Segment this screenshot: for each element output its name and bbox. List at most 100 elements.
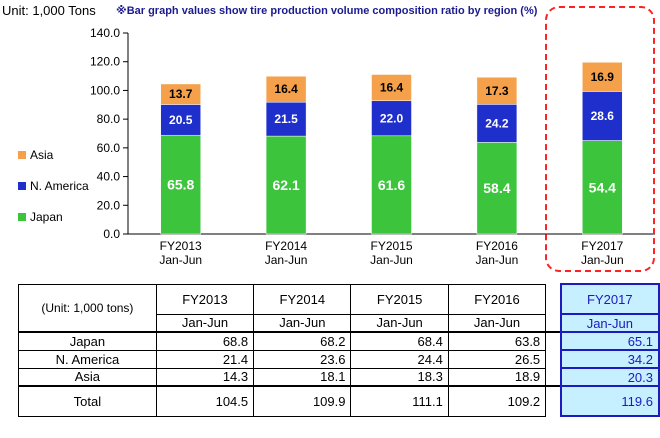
bar-segment-n-america [476, 104, 518, 143]
bar-segment-japan [371, 135, 412, 235]
unit-label: Unit: 1,000 Tons [2, 3, 96, 18]
bar-segment-n-america [265, 101, 307, 137]
data-label-n-america: 20.5 [169, 113, 193, 127]
table-spacer [546, 386, 561, 416]
table-cell: 18.1 [253, 367, 352, 387]
y-tick-label: 140.0 [90, 26, 120, 40]
table-row-label: Japan [18, 331, 157, 351]
legend-n-america-label: N. America [30, 179, 89, 193]
table-spacer [546, 284, 561, 314]
data-label-n-america: 24.2 [485, 116, 509, 130]
table-highlight-cell: 20.3 [559, 367, 660, 387]
table-total-cell: 111.1 [350, 385, 449, 417]
data-label-n-america: 21.5 [274, 112, 298, 126]
table-period-header: Jan-Jun [253, 313, 352, 333]
table-row: N. America 21.4 23.6 24.4 26.5 34.2 [18, 349, 660, 369]
table-year-header: FY2015 [350, 283, 449, 315]
legend-japan-swatch [18, 213, 26, 221]
y-tick-label: 20.0 [97, 198, 121, 212]
table-year-header: FY2013 [155, 283, 255, 315]
x-tick-label: Jan-Jun [476, 253, 519, 267]
legend-asia-label: Asia [30, 148, 54, 162]
x-tick-label: FY2014 [265, 239, 307, 253]
table-spacer [546, 332, 561, 350]
table-cell: 68.4 [350, 331, 449, 351]
stacked-bar-chart: 0.0 20.0 40.0 60.0 80.0 100.0 120.0 140.0 65.8 20… [90, 26, 655, 267]
legend-japan-label: Japan [30, 210, 63, 224]
data-label-japan: 58.4 [483, 180, 510, 196]
table-unit-label: (Unit: 1,000 tons) [18, 283, 157, 333]
table-cell: 14.3 [155, 367, 255, 387]
table-cell: 63.8 [447, 331, 547, 351]
x-tick-label: Jan-Jun [265, 253, 308, 267]
x-tick-label: FY2016 [476, 239, 518, 253]
table-cell: 24.4 [350, 349, 449, 369]
y-tick-label: 0.0 [103, 227, 120, 241]
table-cell: 68.2 [253, 331, 352, 351]
y-tick-label: 100.0 [90, 83, 120, 97]
table-period-header: Jan-Jun [447, 313, 547, 333]
table-cell: 18.3 [350, 367, 449, 387]
legend-n-america-swatch [18, 182, 26, 190]
table-spacer [546, 368, 561, 386]
data-label-japan: 61.6 [378, 177, 405, 193]
data-label-japan: 54.4 [589, 179, 616, 195]
table-period-header: Jan-Jun [155, 313, 255, 333]
table-header-row: (Unit: 1,000 tons) FY2013 FY2014 FY2015 … [18, 283, 660, 333]
x-tick-label: Jan-Jun [581, 253, 624, 267]
table-year-header: FY2014 [253, 283, 352, 315]
table-row: Asia 14.3 18.1 18.3 18.9 20.3 [18, 367, 660, 387]
x-tick-label: Jan-Jun [370, 253, 413, 267]
data-label-japan: 62.1 [272, 177, 299, 193]
table-total-row: Total 104.5 109.9 111.1 109.2 119.6 [18, 385, 660, 417]
data-label-n-america: 22.0 [380, 111, 404, 125]
bar-segment-asia [371, 74, 412, 102]
bar-segment-japan [582, 140, 623, 235]
table-row-label: N. America [18, 349, 157, 369]
data-label-asia: 16.4 [380, 81, 404, 95]
bar-segment-japan [476, 142, 518, 235]
y-tick-label: 80.0 [97, 112, 121, 126]
x-tick-label: FY2017 [581, 239, 623, 253]
table-highlight-total-cell: 119.6 [559, 385, 660, 417]
data-table: (Unit: 1,000 tons) FY2013 FY2014 FY2015 … [18, 283, 660, 417]
bar-segment-asia [265, 75, 307, 103]
table-cell: 21.4 [155, 349, 255, 369]
table-row-label: Asia [18, 367, 157, 387]
table-cell: 68.8 [155, 331, 255, 351]
table-spacer [546, 314, 561, 332]
data-label-asia: 17.3 [485, 84, 509, 98]
table-highlight-cell: 65.1 [559, 331, 660, 351]
table-total-label: Total [18, 385, 157, 417]
x-tick-label: FY2013 [160, 239, 202, 253]
data-label-japan: 65.8 [167, 177, 194, 193]
bar-segment-asia [476, 76, 518, 105]
legend-asia: Asia [18, 148, 53, 162]
y-tick-label: 120.0 [90, 55, 120, 69]
data-label-asia: 16.9 [591, 70, 615, 84]
table-row: Japan 68.8 68.2 68.4 63.8 65.1 [18, 331, 660, 351]
table-year-header: FY2016 [447, 283, 547, 315]
table-highlight-year-header: FY2017 [559, 283, 660, 315]
data-label-asia: 13.7 [169, 87, 193, 101]
x-tick-label: Jan-Jun [159, 253, 202, 267]
legend-n-america: N. America [18, 179, 89, 193]
table-total-cell: 104.5 [155, 385, 255, 417]
table-spacer [546, 350, 561, 368]
bar-segment-n-america [371, 100, 412, 137]
fy2017-highlight-box [545, 6, 655, 272]
table-period-header: Jan-Jun [350, 313, 449, 333]
data-label-n-america: 28.6 [591, 109, 615, 123]
table-cell: 18.9 [447, 367, 547, 387]
bar-segment-asia [582, 62, 623, 92]
table-total-cell: 109.2 [447, 385, 547, 417]
table-cell: 26.5 [447, 349, 547, 369]
table-cell: 23.6 [253, 349, 352, 369]
legend-asia-swatch [18, 151, 26, 159]
legend-japan: Japan [18, 210, 63, 224]
bar-segment-asia [160, 83, 201, 105]
table-highlight-cell: 34.2 [559, 349, 660, 369]
y-tick-label: 40.0 [97, 170, 121, 184]
data-label-asia: 16.4 [274, 82, 298, 96]
table-highlight-period-header: Jan-Jun [559, 313, 660, 333]
